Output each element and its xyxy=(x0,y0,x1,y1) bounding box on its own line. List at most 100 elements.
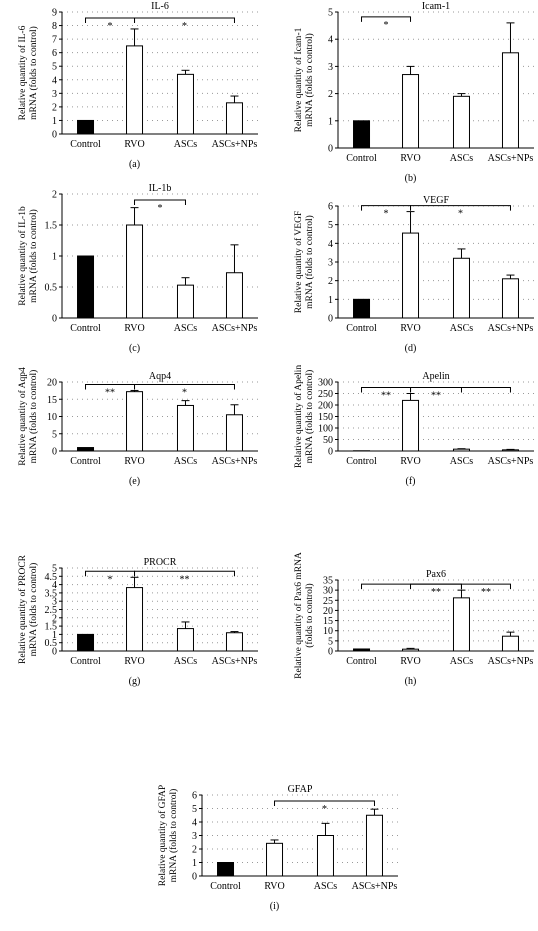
y-tick-label: 1 xyxy=(52,252,57,263)
x-tick-label: ASCs+NPs xyxy=(488,656,534,667)
bar-ascs xyxy=(176,284,194,319)
x-tick-label: ASCs xyxy=(174,139,197,150)
y-axis-label: (folds to control) xyxy=(304,583,315,647)
significance-label: ** xyxy=(431,391,441,402)
y-tick-label: 300 xyxy=(318,378,333,389)
bar-rvo xyxy=(402,74,420,149)
y-tick-label: 5 xyxy=(52,62,57,73)
y-tick-label: 8 xyxy=(52,21,57,32)
y-tick-label: 250 xyxy=(318,389,333,400)
y-tick-label: 0 xyxy=(52,130,57,141)
y-tick-label: 4 xyxy=(52,580,57,591)
y-axis-label: Relative quantity of PROCR xyxy=(17,554,28,664)
y-tick-label: 2 xyxy=(192,845,197,856)
bar-ascs xyxy=(176,73,194,135)
y-tick-label: 0 xyxy=(328,144,333,155)
y-axis-label: Relative quantity of Aqp4 xyxy=(17,367,28,466)
x-tick-label: ASCs xyxy=(450,153,473,164)
significance-label: * xyxy=(158,203,163,214)
y-tick-label: 200 xyxy=(318,401,333,412)
y-tick-label: 0 xyxy=(328,647,333,658)
y-tick-label: 6 xyxy=(192,791,197,802)
y-tick-label: 1 xyxy=(328,116,333,127)
significance-bracket xyxy=(134,383,235,390)
x-tick-label: ASCs xyxy=(450,456,473,467)
x-tick-label: ASCs xyxy=(314,881,337,892)
x-tick-label: Control xyxy=(70,456,101,467)
bar-control xyxy=(353,648,371,652)
bar-control xyxy=(217,862,235,877)
chart-title: Aqp4 xyxy=(149,371,171,382)
panel-label: (f) xyxy=(406,476,416,487)
y-tick-label: 9 xyxy=(52,8,57,19)
y-tick-label: 2 xyxy=(52,190,57,201)
significance-label: * xyxy=(182,21,187,32)
bar-ascs-nps xyxy=(225,102,243,135)
bar-ascs-nps xyxy=(501,52,519,149)
significance-label: ** xyxy=(431,587,441,598)
y-axis-label: Relative quantity of IL-1b xyxy=(17,206,28,306)
y-tick-label: 6 xyxy=(328,202,333,213)
y-tick-label: 3 xyxy=(328,258,333,269)
y-axis-label: mRNA (folds to control) xyxy=(304,33,315,127)
bar-rvo xyxy=(126,224,144,319)
chart-panel-d: 0 1 2 3 4 5 6 Relative quantity of VEGF mRNA (fo… xyxy=(293,195,534,354)
panel-label: (c) xyxy=(129,343,140,354)
chart-title: IL-6 xyxy=(151,1,169,12)
x-tick-label: ASCs+NPs xyxy=(212,656,258,667)
y-tick-label: 1 xyxy=(328,295,333,306)
significance-bracket xyxy=(361,16,412,22)
y-tick-label: 0 xyxy=(52,647,57,658)
significance-label: * xyxy=(458,209,463,220)
y-axis-label: Relative quantity of Apelin xyxy=(293,365,304,468)
significance-label: * xyxy=(384,209,389,220)
x-tick-label: ASCs xyxy=(174,456,197,467)
y-tick-label: 10 xyxy=(47,412,57,423)
x-tick-label: RVO xyxy=(264,881,284,892)
bar-ascs-nps xyxy=(225,632,243,652)
bar-ascs xyxy=(316,835,334,877)
x-tick-label: ASCs+NPs xyxy=(488,323,534,334)
x-tick-label: Control xyxy=(346,153,377,164)
x-tick-label: Control xyxy=(70,656,101,667)
y-tick-label: 35 xyxy=(323,576,333,587)
panel-label: (a) xyxy=(129,159,140,170)
y-tick-label: 6 xyxy=(52,48,57,59)
y-tick-label: 2.5 xyxy=(45,605,58,616)
significance-bracket xyxy=(410,205,511,211)
chart-panel-i: 0 1 2 3 4 5 6 Relative quantity of GFAP mRNA (fo… xyxy=(157,784,398,912)
y-tick-label: 1 xyxy=(52,116,57,127)
y-tick-label: 20 xyxy=(323,606,333,617)
y-tick-label: 50 xyxy=(323,435,333,446)
x-tick-label: RVO xyxy=(400,656,420,667)
bar-rvo xyxy=(126,391,144,452)
x-tick-label: ASCs xyxy=(174,323,197,334)
bar-ascs xyxy=(176,628,194,652)
x-tick-label: RVO xyxy=(400,323,420,334)
x-tick-label: Control xyxy=(70,323,101,334)
x-tick-label: RVO xyxy=(400,153,420,164)
x-tick-label: ASCs+NPs xyxy=(488,153,534,164)
y-axis-label: Relative quantity of VEGF xyxy=(293,211,304,313)
bar-ascs xyxy=(452,257,470,319)
y-tick-label: 5 xyxy=(328,636,333,647)
x-tick-label: RVO xyxy=(124,139,144,150)
y-tick-label: 2 xyxy=(52,102,57,113)
bar-rvo xyxy=(402,648,420,652)
x-tick-label: ASCs xyxy=(450,323,473,334)
chart-title: Icam-1 xyxy=(422,1,450,12)
bar-ascs xyxy=(452,597,470,652)
x-tick-label: ASCs xyxy=(450,656,473,667)
bar-ascs-nps xyxy=(501,635,519,652)
significance-label: ** xyxy=(105,387,115,398)
y-axis-label: mRNA (folds to control) xyxy=(304,215,315,309)
significance-label: * xyxy=(322,804,327,815)
y-tick-label: 7 xyxy=(52,35,57,46)
bar-control xyxy=(77,255,95,319)
x-tick-label: Control xyxy=(346,456,377,467)
y-tick-label: 0 xyxy=(52,447,57,458)
bar-control xyxy=(77,447,95,452)
y-axis-label: mRNA (folds to control) xyxy=(28,209,39,303)
y-tick-label: 3 xyxy=(52,597,57,608)
